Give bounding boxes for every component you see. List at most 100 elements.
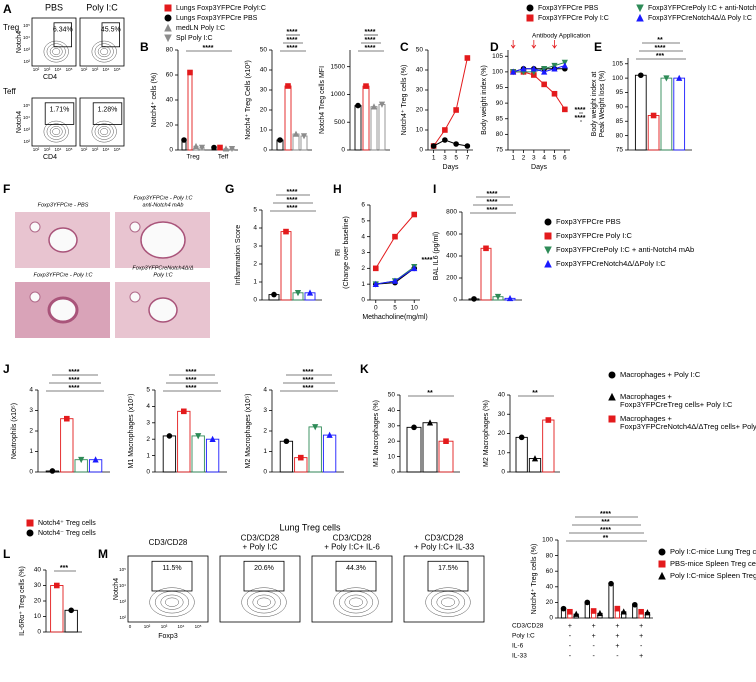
y-tick-label: 1 bbox=[253, 279, 257, 286]
panel-letter: B bbox=[140, 40, 149, 54]
y-tick-label: 3 bbox=[146, 420, 150, 427]
y-tick-label: 105 bbox=[492, 53, 503, 60]
mean-marker bbox=[443, 438, 449, 444]
bar bbox=[438, 440, 454, 473]
y-tick-label: 1000 bbox=[331, 91, 346, 98]
condition-mark: + bbox=[568, 623, 572, 630]
mean-marker bbox=[638, 608, 644, 615]
y-tick-label: 75 bbox=[616, 147, 624, 154]
y-tick-label: 0 bbox=[253, 297, 257, 304]
mean-marker bbox=[228, 145, 236, 153]
legend-label: Foxp3YFPCre Poly I:C bbox=[556, 231, 632, 240]
image-caption: Foxp3YFPCre - Poly I:C bbox=[134, 195, 193, 201]
y-tick-label: 100 bbox=[612, 75, 623, 82]
axis-tick: 10² bbox=[144, 624, 151, 629]
point bbox=[530, 65, 537, 72]
gate bbox=[92, 102, 123, 125]
bar bbox=[362, 85, 370, 151]
stat-label: **** bbox=[365, 29, 376, 36]
gate-percent: 17.5% bbox=[438, 565, 458, 572]
y-tick-label: 6 bbox=[361, 202, 365, 209]
point bbox=[541, 81, 547, 88]
legend-symbol bbox=[164, 14, 172, 22]
column-title: PBS bbox=[45, 2, 63, 12]
stat-label: *** bbox=[601, 519, 609, 526]
mean-marker bbox=[192, 142, 200, 150]
mean-marker bbox=[195, 433, 202, 440]
x-tick-label: 5 bbox=[553, 155, 557, 162]
point bbox=[372, 280, 379, 287]
y-tick-label: 105 bbox=[612, 60, 623, 67]
contour bbox=[241, 587, 287, 617]
mean-marker bbox=[531, 455, 539, 462]
legend-symbol bbox=[544, 246, 552, 255]
panel-letter: G bbox=[225, 182, 234, 196]
contour bbox=[344, 594, 368, 610]
stat-label: **** bbox=[365, 37, 376, 44]
y-axis-label: Notch4⁺ Treg cells (%) bbox=[531, 544, 538, 615]
y-tick-label: 0 bbox=[263, 469, 267, 476]
panel-letter: I bbox=[433, 182, 436, 196]
axis-tick: 10⁴ bbox=[119, 583, 126, 588]
contour bbox=[43, 120, 69, 143]
legend-label: medLN Poly I:C bbox=[176, 25, 225, 32]
axis-tick: 10³ bbox=[92, 147, 99, 152]
y-tick-label: 0 bbox=[549, 615, 553, 622]
arrow bbox=[531, 40, 537, 49]
legend-label: Foxp3YFPCre PBS bbox=[556, 217, 621, 226]
vessel bbox=[129, 291, 141, 303]
flow-plot bbox=[31, 97, 77, 147]
y-tick-label: 2 bbox=[361, 265, 365, 272]
mean-marker bbox=[584, 599, 591, 606]
y-tick-label: 30 bbox=[388, 423, 396, 430]
y-axis-label: (Change over baseline) bbox=[343, 216, 350, 289]
y-tick-label: 2 bbox=[29, 428, 33, 435]
arrow bbox=[552, 40, 557, 49]
bar bbox=[64, 609, 78, 633]
flow-plot bbox=[311, 555, 393, 623]
image-caption: anti-Notch4 mAb bbox=[143, 202, 184, 208]
bar bbox=[542, 419, 555, 473]
panel-letter: K bbox=[360, 362, 369, 376]
bar bbox=[284, 85, 292, 151]
point bbox=[510, 68, 517, 75]
y-axis-label: Notch4 bbox=[113, 578, 120, 600]
axis-tick: 10⁴ bbox=[55, 147, 62, 152]
axis-tick: 10² bbox=[81, 67, 88, 72]
axis-tick: 10⁴ bbox=[23, 115, 30, 120]
mean-marker bbox=[92, 456, 99, 463]
mean-marker bbox=[411, 424, 417, 431]
legend-label: Foxp3YFPCreNotch4Δ/ΔPoly I:C bbox=[556, 259, 666, 268]
y-axis-label: M2 Macrophages (x10⁵) bbox=[245, 394, 252, 469]
gate-percent: 1.28% bbox=[98, 107, 118, 114]
y-axis-label: BAL IL6 (pg/ml) bbox=[433, 232, 440, 280]
y-tick-label: 50 bbox=[416, 47, 424, 54]
y-tick-label: 500 bbox=[334, 119, 345, 126]
y-tick-label: 0 bbox=[391, 469, 395, 476]
mean-marker bbox=[54, 582, 60, 589]
legend-label: Macrophages + Poly I:C bbox=[620, 370, 701, 379]
gate-percent: 45.5% bbox=[101, 27, 121, 34]
contour bbox=[425, 587, 471, 617]
stat-label: ** bbox=[532, 390, 538, 397]
y-tick-label: 0 bbox=[37, 629, 41, 636]
mean-marker bbox=[370, 103, 378, 110]
image-caption: Foxp3YFPCre - Poly I:C bbox=[34, 272, 93, 278]
legend-symbol bbox=[636, 4, 644, 13]
panel-title: Lung Treg cells bbox=[279, 522, 341, 532]
mean-marker bbox=[560, 605, 567, 612]
flow-title: CD3/CD28 bbox=[333, 534, 372, 543]
condition-mark: - bbox=[569, 653, 572, 660]
y-tick-label: 3 bbox=[253, 243, 257, 250]
axis-tick: 10⁴ bbox=[178, 624, 185, 629]
contour bbox=[43, 40, 69, 63]
bar bbox=[354, 105, 362, 151]
y-tick-label: 3 bbox=[29, 407, 33, 414]
mean-marker bbox=[567, 608, 573, 615]
y-axis-label: Notch4⁺ Treg cells (%) bbox=[401, 65, 408, 136]
legend-symbol bbox=[26, 529, 34, 537]
mean-marker bbox=[312, 424, 319, 431]
mean-marker bbox=[363, 83, 369, 89]
condition-mark: + bbox=[615, 643, 619, 650]
y-tick-label: 0 bbox=[29, 469, 33, 476]
